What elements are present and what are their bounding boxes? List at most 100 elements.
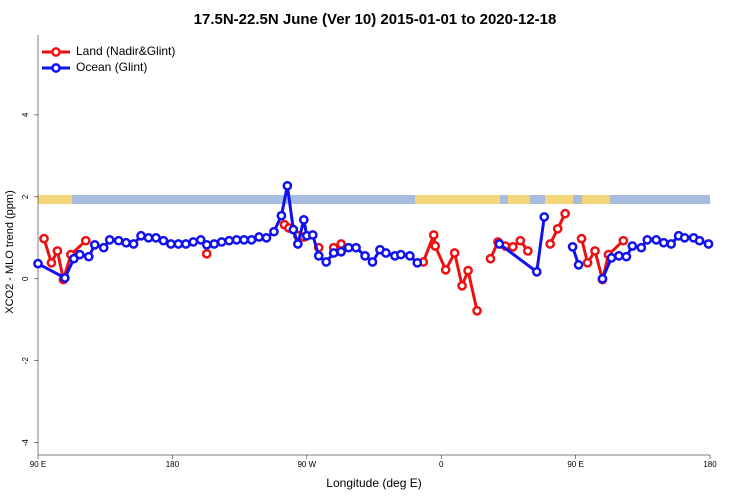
point [276, 210, 287, 221]
point [539, 212, 550, 222]
point [343, 242, 354, 253]
point [590, 246, 600, 256]
x-tick-label: 0 [439, 460, 444, 469]
point [404, 251, 415, 261]
point [618, 235, 629, 246]
point [254, 232, 264, 242]
legend-marker [51, 47, 61, 57]
point [128, 239, 139, 249]
legend-label: Land (Nadir&Glint) [76, 44, 175, 58]
y-tick-label: -2 [21, 357, 30, 365]
point [52, 246, 63, 256]
land-ocean-band [38, 195, 710, 204]
point [336, 246, 346, 257]
point [98, 242, 109, 253]
y-tick-label: 2 [21, 194, 30, 199]
x-tick-label: 90 E [30, 460, 46, 469]
point [143, 232, 154, 243]
x-tick-label: 180 [166, 460, 180, 469]
point [658, 237, 669, 248]
y-tick-label: 4 [21, 112, 30, 117]
point [261, 232, 272, 243]
point [472, 305, 482, 316]
point [651, 235, 662, 245]
point [567, 241, 578, 252]
point [80, 235, 91, 246]
point [614, 251, 624, 261]
point [180, 239, 191, 249]
x-tick-label: 90 E [567, 460, 583, 469]
point [627, 241, 638, 251]
point [224, 235, 234, 246]
point [606, 253, 617, 263]
point [298, 214, 309, 225]
point [485, 253, 496, 264]
point [166, 239, 176, 249]
point [428, 230, 439, 240]
point [282, 180, 293, 191]
point [457, 280, 467, 291]
point [576, 233, 587, 244]
point [113, 235, 124, 246]
point [703, 239, 714, 249]
legend-marker [51, 63, 61, 73]
point [560, 208, 570, 219]
point [292, 239, 303, 249]
point [269, 226, 279, 237]
point [597, 273, 608, 284]
point [136, 230, 146, 241]
point [367, 257, 378, 267]
point [121, 237, 131, 248]
series-line [42, 212, 625, 312]
point [173, 239, 184, 249]
point [60, 273, 70, 283]
x-tick-label: 90 W [297, 460, 316, 469]
point [104, 235, 115, 245]
point [694, 235, 705, 246]
point [642, 235, 653, 245]
chart-title: 17.5N-22.5N June (Ver 10) 2015-01-01 to … [194, 11, 557, 28]
point [216, 237, 227, 247]
point [412, 257, 423, 268]
point [151, 232, 161, 243]
point [321, 257, 332, 267]
point [440, 264, 451, 275]
point [351, 242, 361, 253]
point [463, 265, 473, 276]
point [381, 248, 391, 258]
point [313, 251, 324, 261]
point [430, 241, 441, 251]
x-tick-label: 180 [703, 460, 717, 469]
point [508, 241, 518, 252]
point [531, 266, 542, 277]
point [246, 235, 257, 245]
y-tick-label: 0 [21, 276, 30, 281]
point [621, 251, 632, 262]
point [679, 232, 690, 243]
point [74, 249, 85, 260]
point [328, 248, 339, 258]
point [33, 258, 43, 269]
point [201, 248, 212, 259]
point [288, 224, 299, 235]
point [158, 235, 169, 246]
point [636, 242, 647, 253]
point [231, 235, 242, 245]
point [515, 235, 526, 246]
x-axis-label: Longitude (deg E) [326, 476, 421, 490]
point [666, 239, 677, 249]
point [552, 223, 563, 234]
point [573, 260, 584, 270]
point [195, 235, 206, 245]
point [545, 239, 556, 249]
legend-label: Ocean (Glint) [76, 60, 147, 74]
point [522, 246, 533, 256]
point [494, 239, 505, 249]
point [239, 235, 249, 245]
point [336, 239, 346, 249]
point [449, 248, 460, 258]
point [188, 237, 199, 247]
point [89, 239, 100, 250]
y-tick-label: -4 [21, 439, 30, 447]
